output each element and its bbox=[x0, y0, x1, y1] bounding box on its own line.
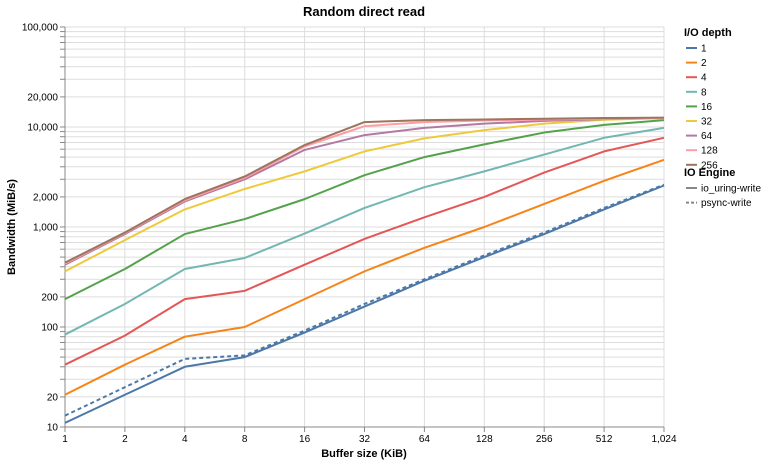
series-line-depth-1-psync bbox=[64, 183, 665, 417]
y-tick-label: 20,000 bbox=[27, 92, 58, 103]
series-line-depth-256 bbox=[64, 116, 665, 264]
x-tick-label: 2 bbox=[122, 434, 128, 445]
legend-title-engine: IO Engine bbox=[684, 167, 735, 179]
series-line-depth-4 bbox=[64, 136, 665, 366]
legend-label-depth: 128 bbox=[701, 146, 718, 157]
y-tick-label: 10 bbox=[47, 423, 59, 434]
y-tick-label: 10,000 bbox=[27, 123, 58, 134]
series-line-depth-8 bbox=[64, 126, 665, 336]
x-tick-label: 128 bbox=[476, 434, 493, 445]
x-tick-label: 256 bbox=[536, 434, 553, 445]
y-tick-label: 100,000 bbox=[22, 23, 59, 34]
legend: I/O depth IO Engine 1 2 4 8 16 32 64 128 256 io_u… bbox=[684, 27, 761, 209]
x-tick-label: 1,024 bbox=[651, 434, 676, 445]
legend-label-depth: 16 bbox=[701, 102, 713, 113]
legend-label-depth: 32 bbox=[701, 117, 713, 128]
x-tick-label: 8 bbox=[242, 434, 248, 445]
y-tick-label: 200 bbox=[41, 292, 58, 303]
y-tick-label: 2,000 bbox=[33, 192, 58, 203]
series-line-depth-16 bbox=[64, 119, 665, 301]
legend-label-depth: 256 bbox=[701, 160, 718, 171]
legend-label-depth: 1 bbox=[701, 44, 707, 55]
grid bbox=[64, 26, 665, 428]
x-tick-label: 16 bbox=[299, 434, 311, 445]
series-line-depth-1 bbox=[64, 184, 665, 424]
legend-label-depth: 4 bbox=[701, 73, 707, 84]
x-tick-label: 32 bbox=[359, 434, 371, 445]
chart-title: Random direct read bbox=[303, 4, 425, 19]
legend-label-depth: 64 bbox=[701, 131, 713, 142]
series-group bbox=[64, 116, 665, 424]
x-axis-title: Buffer size (KiB) bbox=[321, 448, 407, 460]
x-tick-label: 1 bbox=[62, 434, 68, 445]
y-tick-label: 100 bbox=[41, 323, 58, 334]
legend-title-depth: I/O depth bbox=[684, 27, 732, 39]
axes: 1 2 4 8 16 32 64 128 256 512 1,024 10 20 100 200 1,000 2… bbox=[22, 23, 677, 446]
y-tick-label: 20 bbox=[47, 392, 59, 403]
legend-label-depth: 2 bbox=[701, 58, 707, 69]
series-line-depth-32 bbox=[64, 117, 665, 273]
legend-label-depth: 8 bbox=[701, 87, 707, 98]
legend-label-engine: io_uring-write bbox=[701, 184, 761, 195]
y-axis-title: Bandwidth (MiB/s) bbox=[6, 179, 18, 275]
x-tick-label: 4 bbox=[182, 434, 188, 445]
x-tick-label: 512 bbox=[596, 434, 613, 445]
legend-label-engine: psync-write bbox=[701, 198, 752, 209]
series-line-depth-2 bbox=[64, 158, 665, 396]
y-tick-label: 1,000 bbox=[33, 223, 58, 234]
x-tick-label: 64 bbox=[419, 434, 431, 445]
